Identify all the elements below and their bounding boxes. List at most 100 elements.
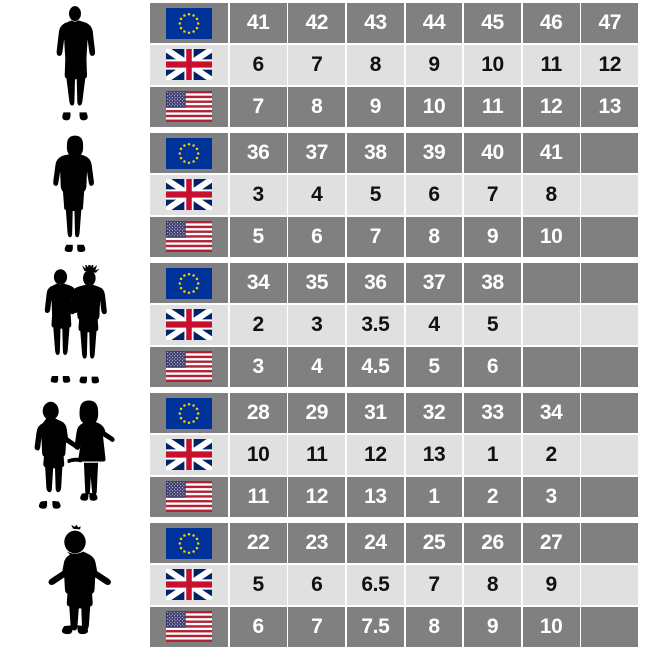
size-cell: 46	[522, 3, 580, 44]
eu-flag	[166, 527, 212, 559]
us-flag	[166, 91, 212, 123]
region-label-eu	[150, 3, 228, 44]
size-cell: 45	[464, 3, 521, 44]
size-table-toddler: 22 23 24 25 26 27 5 6 6.5 7 8 9 6 7 7.5 8 9 10	[150, 520, 650, 650]
size-cell: 23	[288, 523, 346, 564]
region-label-uk	[150, 564, 228, 606]
size-cell: 6	[229, 44, 287, 86]
size-cell: 13	[346, 476, 404, 517]
size-cell: 3	[229, 346, 287, 387]
size-cell-empty	[522, 263, 580, 304]
size-cell: 35	[288, 263, 346, 304]
size-cell: 38	[346, 133, 404, 174]
size-cell: 8	[288, 86, 346, 127]
size-cell: 41	[522, 133, 580, 174]
region-label-uk	[150, 44, 228, 86]
size-cell-empty	[581, 606, 639, 647]
size-cell: 13	[581, 86, 639, 127]
size-cell-empty	[581, 564, 639, 606]
size-cell: 44	[405, 3, 463, 44]
size-cell: 26	[464, 523, 521, 564]
size-cell: 2	[522, 434, 580, 476]
size-row-uk: 10 11 12 13 1 2	[150, 434, 650, 476]
size-cell: 37	[405, 263, 463, 304]
size-cell: 34	[522, 393, 580, 434]
size-cell: 39	[405, 133, 463, 174]
adult-male-silhouette	[0, 0, 150, 130]
size-cell: 3	[288, 304, 346, 346]
size-row-eu: 28 29 31 32 33 34	[150, 393, 650, 434]
region-label-uk	[150, 174, 228, 216]
region-label-eu	[150, 133, 228, 174]
region-label-us	[150, 476, 228, 517]
size-table-men: 41 42 43 44 45 46 47 6 7 8 9 10 11 12 7 8 9 10 11 12 13	[150, 0, 650, 130]
size-cell: 28	[229, 393, 287, 434]
size-cell: 4	[288, 346, 346, 387]
region-label-uk	[150, 304, 228, 346]
uk-flag	[166, 569, 212, 601]
size-cell: 33	[464, 393, 521, 434]
size-cell: 7	[288, 44, 346, 86]
us-flag	[166, 221, 212, 253]
size-cell: 42	[288, 3, 346, 44]
region-label-uk	[150, 434, 228, 476]
size-cell-empty	[522, 304, 580, 346]
two-young-children-holding-hands-silhouette	[0, 390, 150, 520]
size-cell: 7.5	[346, 606, 404, 647]
size-row-eu: 41 42 43 44 45 46 47	[150, 3, 650, 44]
size-row-us: 7 8 9 10 11 12 13	[150, 86, 650, 127]
size-cell: 12	[581, 44, 639, 86]
size-cell: 40	[464, 133, 521, 174]
uk-flag	[166, 179, 212, 211]
size-row-uk: 2 3 3.5 4 5	[150, 304, 650, 346]
size-row-eu: 22 23 24 25 26 27	[150, 523, 650, 564]
size-row-uk: 6 7 8 9 10 11 12	[150, 44, 650, 86]
size-cell: 27	[522, 523, 580, 564]
toddler-silhouette	[0, 520, 150, 650]
size-group-women: 36 37 38 39 40 41 3 4 5 6 7 8 5 6 7 8 9 10	[0, 130, 650, 260]
us-flag	[166, 611, 212, 643]
size-cell: 47	[581, 3, 639, 44]
size-table-older-children: 34 35 36 37 38 2 3 3.5 4 5 3 4 4.5 5 6	[150, 260, 650, 390]
size-cell: 6	[288, 564, 346, 606]
size-cell-empty	[581, 304, 639, 346]
size-cell-empty	[581, 174, 639, 216]
size-cell: 3	[229, 174, 287, 216]
uk-flag	[166, 49, 212, 81]
size-cell: 8	[464, 564, 521, 606]
size-table-young-children: 28 29 31 32 33 34 10 11 12 13 1 2 11 12 13 1 2 3	[150, 390, 650, 520]
size-table-women: 36 37 38 39 40 41 3 4 5 6 7 8 5 6 7 8 9 10	[150, 130, 650, 260]
size-cell: 36	[346, 263, 404, 304]
size-group-toddler: 22 23 24 25 26 27 5 6 6.5 7 8 9 6 7 7.5 8 9 10	[0, 520, 650, 650]
size-cell-empty	[581, 434, 639, 476]
size-cell: 10	[405, 86, 463, 127]
size-cell: 6	[464, 346, 521, 387]
size-row-uk: 5 6 6.5 7 8 9	[150, 564, 650, 606]
region-label-us	[150, 346, 228, 387]
size-cell: 43	[346, 3, 404, 44]
size-cell-empty	[581, 346, 639, 387]
region-label-us	[150, 606, 228, 647]
size-row-us: 5 6 7 8 9 10	[150, 216, 650, 257]
size-cell: 8	[522, 174, 580, 216]
size-cell: 36	[229, 133, 287, 174]
two-older-children-silhouette	[0, 260, 150, 390]
size-cell: 11	[464, 86, 521, 127]
size-cell-empty	[581, 523, 639, 564]
size-cell: 9	[464, 606, 521, 647]
size-group-young-children: 28 29 31 32 33 34 10 11 12 13 1 2 11 12 13 1 2 3	[0, 390, 650, 520]
eu-flag	[166, 397, 212, 429]
size-row-eu: 36 37 38 39 40 41	[150, 133, 650, 174]
uk-flag	[166, 309, 212, 341]
size-cell: 31	[346, 393, 404, 434]
size-cell: 41	[229, 3, 287, 44]
size-cell: 8	[346, 44, 404, 86]
size-group-men: 41 42 43 44 45 46 47 6 7 8 9 10 11 12 7 8 9 10 11 12 13	[0, 0, 650, 130]
size-cell: 5	[346, 174, 404, 216]
size-cell: 6	[229, 606, 287, 647]
region-label-us	[150, 86, 228, 127]
region-label-us	[150, 216, 228, 257]
uk-flag	[166, 439, 212, 471]
size-cell: 3	[522, 476, 580, 517]
